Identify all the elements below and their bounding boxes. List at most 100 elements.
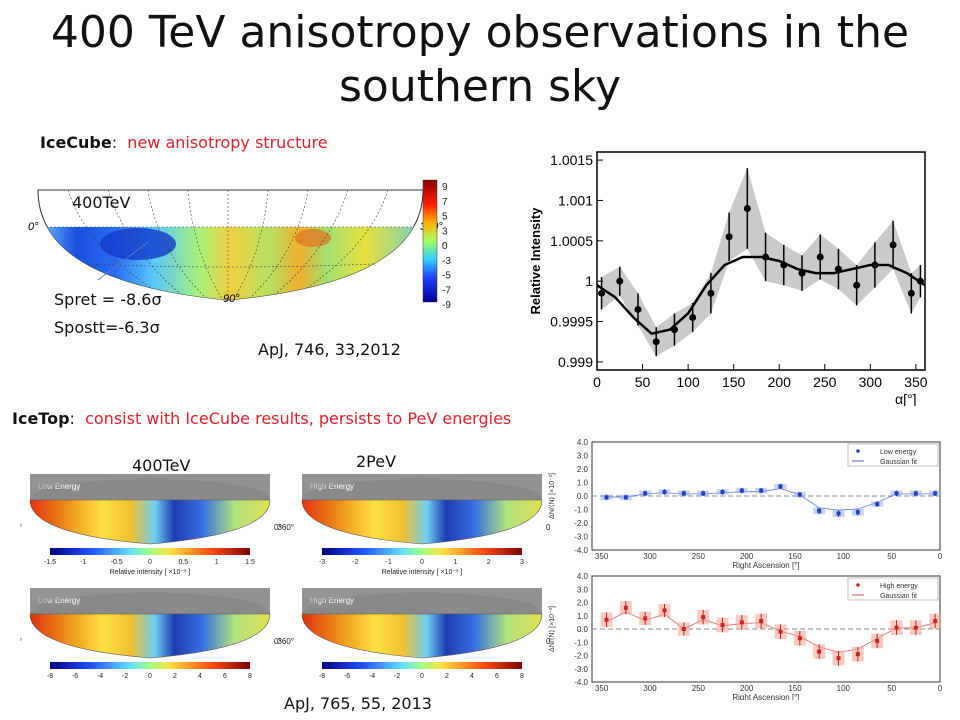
- colorbar-tick-label: 8: [520, 673, 524, 680]
- data-point: [894, 625, 899, 630]
- x-tick-label: 300: [859, 374, 883, 390]
- y-tick-label: 3.0: [577, 585, 589, 594]
- icetop-energy-low: 400TeV: [132, 456, 191, 475]
- icecube-heading: IceCube: new anisotropy structure: [40, 133, 328, 152]
- x-tick-label: 350: [595, 684, 609, 693]
- map-colorbar: [322, 548, 522, 555]
- panel-label: High Energy: [310, 596, 354, 605]
- colorbar-tick-label: 6: [223, 673, 227, 680]
- colorbar-tick-label: 4: [470, 673, 474, 680]
- legend-entry: Low energy: [880, 449, 917, 456]
- data-point: [662, 489, 667, 494]
- colorbar-tick-label: 9: [442, 182, 448, 193]
- y-tick-label: -1.0: [574, 506, 588, 515]
- x-tick-label: 200: [740, 552, 754, 561]
- map-dome: [302, 474, 542, 500]
- legend-entry: High energy: [880, 583, 918, 590]
- map-colorbar: [50, 548, 250, 555]
- colorbar-tick-label: -3: [319, 559, 325, 566]
- data-point: [853, 281, 861, 289]
- x-tick-label: 100: [837, 552, 851, 561]
- y-tick-label: -2.0: [574, 652, 588, 661]
- y-tick-label: 2.0: [577, 599, 589, 608]
- colorbar-tick-label: 3: [520, 559, 524, 566]
- x-tick-label: 250: [813, 374, 837, 390]
- data-point: [643, 616, 648, 621]
- icetop-map-panel: High Energy360°0°-8-6-4-202468Significan…: [277, 588, 550, 680]
- data-point: [598, 289, 606, 297]
- colorbar-tick-label: 0: [442, 241, 448, 252]
- data-point: [643, 491, 648, 496]
- data-point: [933, 619, 938, 624]
- x-tick-label: 200: [768, 374, 792, 390]
- data-point: [616, 277, 624, 285]
- legend-box: [847, 577, 939, 601]
- data-point: [604, 617, 609, 622]
- x-axis-label: Right Ascension [°]: [732, 693, 799, 700]
- y-tick-label: 1.001: [558, 192, 593, 208]
- map-colorbar: [50, 662, 250, 669]
- colorbar-tick-label: 2: [445, 673, 449, 680]
- data-point: [662, 608, 667, 613]
- data-point: [778, 484, 783, 489]
- colorbar-tick-label: 2: [173, 673, 177, 680]
- x-tick-label: 50: [887, 684, 896, 693]
- colorbar-tick-label: 7: [442, 197, 448, 208]
- data-point: [701, 615, 706, 620]
- icetop-name: IceTop: [12, 409, 70, 428]
- y-tick-label: -2.0: [574, 519, 588, 528]
- y-tick-label: 4.0: [577, 438, 589, 447]
- colorbar-tick-label: 0.5: [178, 559, 188, 566]
- data-point: [817, 649, 822, 654]
- y-tick-label: 4.0: [577, 572, 589, 581]
- map-dome: [302, 588, 542, 614]
- data-point: [707, 289, 715, 297]
- data-point: [739, 488, 744, 493]
- data-point: [855, 510, 860, 515]
- data-point: [797, 492, 802, 497]
- data-point: [739, 620, 744, 625]
- data-point: [701, 491, 706, 496]
- data-point: [681, 491, 686, 496]
- y-tick-label: 1.0005: [550, 233, 593, 249]
- y-tick-label: 1.0: [577, 612, 589, 621]
- y-tick-label: 1.0015: [550, 152, 593, 168]
- spret-label: Spret = -8.6σ: [54, 290, 162, 309]
- legend-marker: [856, 449, 860, 453]
- colorbar-tick-label: 3: [442, 226, 448, 237]
- data-point: [652, 338, 660, 346]
- y-tick-label: -3.0: [574, 665, 588, 674]
- relative-intensity-chart: 0.999 0.9995 1 1.0005 1.001 1.0015 0 50 100 150 20…: [528, 151, 928, 406]
- map-deg-right: 0°: [274, 523, 282, 532]
- colorbar-tick-label: 0: [148, 559, 152, 566]
- data-point: [725, 233, 733, 241]
- data-point: [834, 265, 842, 273]
- colorbar-tick-label: 1: [453, 559, 457, 566]
- x-tick-label: 200: [740, 684, 754, 693]
- data-point: [623, 605, 628, 610]
- map-body: [301, 499, 543, 545]
- colorbar-tick-label: -0.5: [111, 559, 123, 566]
- map-deg-right: 0°: [546, 637, 550, 646]
- data-point: [759, 619, 764, 624]
- arrow-line: [97, 241, 149, 281]
- icecube-deg-bottom: 90°: [223, 293, 240, 305]
- x-tick-label: 150: [788, 552, 802, 561]
- colorbar-tick-label: 6: [495, 673, 499, 680]
- x-tick-label: 0: [938, 684, 943, 693]
- data-point: [681, 627, 686, 631]
- data-point: [780, 261, 788, 269]
- panel-label: Low Energy: [38, 482, 80, 491]
- data-point: [759, 488, 764, 493]
- colorbar-tick-label: -9: [442, 300, 451, 311]
- colorbar-tick-label: -1: [386, 559, 392, 566]
- slide-title: 400 TeV anisotropy observations in the s…: [50, 7, 910, 112]
- colorbar-tick-label: 8: [248, 673, 252, 680]
- colorbar-tick-label: 5: [442, 212, 448, 223]
- colorbar-tick-label: 1: [215, 559, 219, 566]
- y-tick-label: 3.0: [577, 452, 589, 461]
- data-point: [875, 638, 880, 643]
- data-point: [798, 269, 806, 277]
- data-point: [816, 253, 824, 261]
